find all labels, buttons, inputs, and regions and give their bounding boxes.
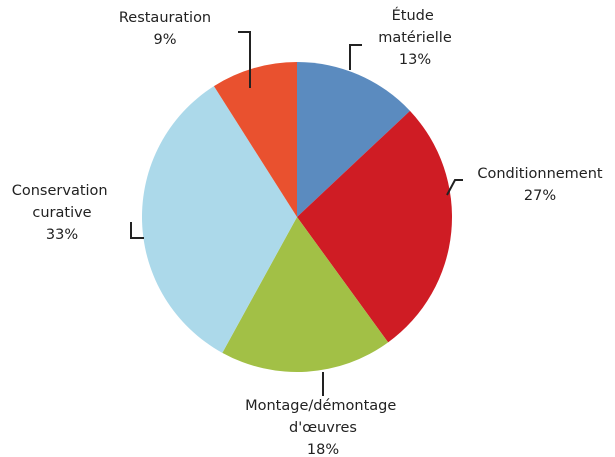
slice-label: Étude matérielle <box>378 7 452 46</box>
leader-line <box>238 31 251 88</box>
slice-label: Montage/démontage d'œuvres <box>245 398 401 436</box>
leader-line <box>446 179 463 196</box>
pie-slice <box>222 217 389 373</box>
slice-value-label: 27% <box>524 188 556 204</box>
pie-slice <box>297 110 453 343</box>
slice-label: Conditionnement <box>477 166 603 182</box>
slice-label: Restauration <box>119 10 211 26</box>
slice-value-label: 18% <box>307 442 339 457</box>
slice-value-label: 33% <box>46 227 78 243</box>
pie <box>142 62 453 373</box>
pie-slice <box>213 62 297 217</box>
slice-label: Conservation curative <box>12 183 112 221</box>
slice-value-label: 13% <box>399 52 431 68</box>
leader-line <box>130 222 144 239</box>
pie-slice <box>297 62 410 217</box>
leader-line <box>349 44 362 70</box>
slice-value-label: 9% <box>153 32 176 48</box>
pie-slice <box>142 86 297 353</box>
